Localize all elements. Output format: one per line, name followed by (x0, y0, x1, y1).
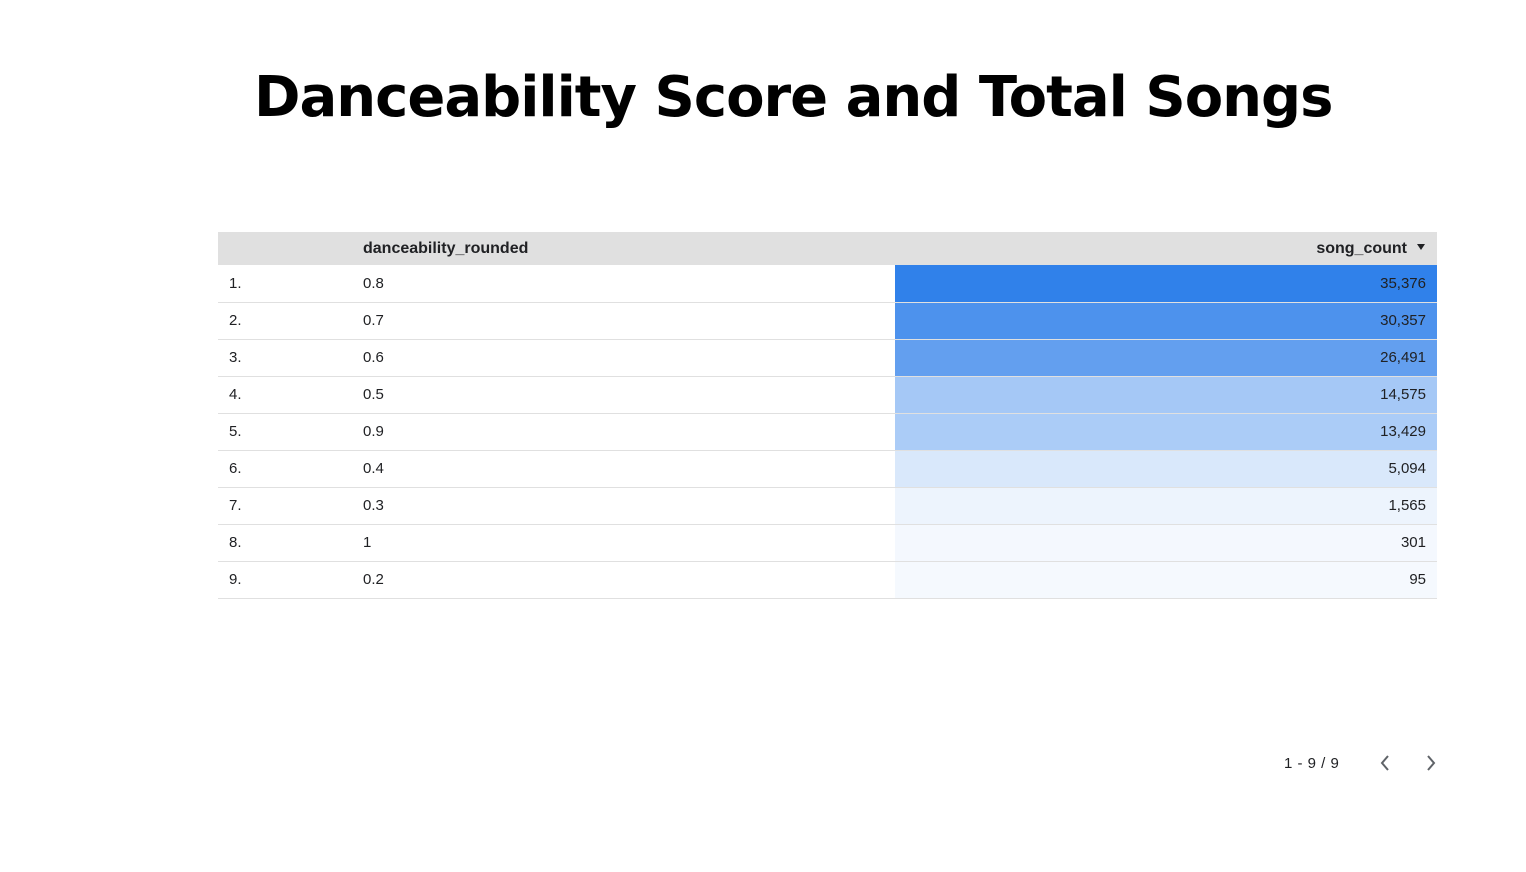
table-row: 6. 0.4 5,094 (218, 450, 1437, 488)
table-row: 5. 0.9 13,429 (218, 413, 1437, 451)
row-danceability: 0.7 (363, 302, 895, 340)
row-song-count: 26,491 (895, 339, 1437, 377)
row-song-count: 14,575 (895, 376, 1437, 414)
row-danceability: 0.8 (363, 265, 895, 303)
table-row: 7. 0.3 1,565 (218, 487, 1437, 525)
row-song-count: 301 (895, 524, 1437, 562)
next-page-button[interactable] (1411, 748, 1451, 778)
song-count-column-header[interactable]: song_count (895, 232, 1437, 265)
row-song-count: 13,429 (895, 413, 1437, 451)
row-danceability: 0.9 (363, 413, 895, 451)
table-row: 8. 1 301 (218, 524, 1437, 562)
danceability-column-header[interactable]: danceability_rounded (363, 232, 895, 265)
previous-page-button[interactable] (1365, 748, 1405, 778)
table-row: 4. 0.5 14,575 (218, 376, 1437, 414)
table-body: 1. 0.8 35,376 2. 0.7 30,357 3. 0.6 26,49… (218, 265, 1437, 599)
table-row: 1. 0.8 35,376 (218, 265, 1437, 303)
row-song-count: 5,094 (895, 450, 1437, 488)
table-row: 3. 0.6 26,491 (218, 339, 1437, 377)
table-header-row: danceability_rounded song_count (218, 232, 1437, 265)
row-danceability: 0.5 (363, 376, 895, 414)
sort-descending-icon[interactable] (1417, 244, 1425, 251)
row-index: 7. (218, 487, 363, 525)
danceability-column-label: danceability_rounded (363, 239, 529, 257)
row-song-count: 30,357 (895, 302, 1437, 340)
row-index: 3. (218, 339, 363, 377)
row-index: 5. (218, 413, 363, 451)
row-index: 4. (218, 376, 363, 414)
row-song-count: 95 (895, 561, 1437, 599)
index-column-header (218, 232, 363, 265)
row-song-count: 1,565 (895, 487, 1437, 525)
row-index: 6. (218, 450, 363, 488)
song-count-column-label: song_count (1316, 239, 1407, 257)
row-index: 9. (218, 561, 363, 599)
row-danceability: 1 (363, 524, 895, 562)
chevron-right-icon (1427, 755, 1436, 771)
row-index: 8. (218, 524, 363, 562)
pagination: 1 - 9 / 9 (1284, 748, 1451, 778)
row-song-count: 35,376 (895, 265, 1437, 303)
pagination-label: 1 - 9 / 9 (1284, 754, 1340, 772)
data-table: danceability_rounded song_count 1. 0.8 3… (218, 232, 1437, 599)
row-index: 1. (218, 265, 363, 303)
table-row: 2. 0.7 30,357 (218, 302, 1437, 340)
row-danceability: 0.2 (363, 561, 895, 599)
chevron-left-icon (1381, 755, 1390, 771)
table-row: 9. 0.2 95 (218, 561, 1437, 599)
page-title: Danceability Score and Total Songs (254, 65, 1333, 130)
row-index: 2. (218, 302, 363, 340)
row-danceability: 0.4 (363, 450, 895, 488)
row-danceability: 0.6 (363, 339, 895, 377)
row-danceability: 0.3 (363, 487, 895, 525)
